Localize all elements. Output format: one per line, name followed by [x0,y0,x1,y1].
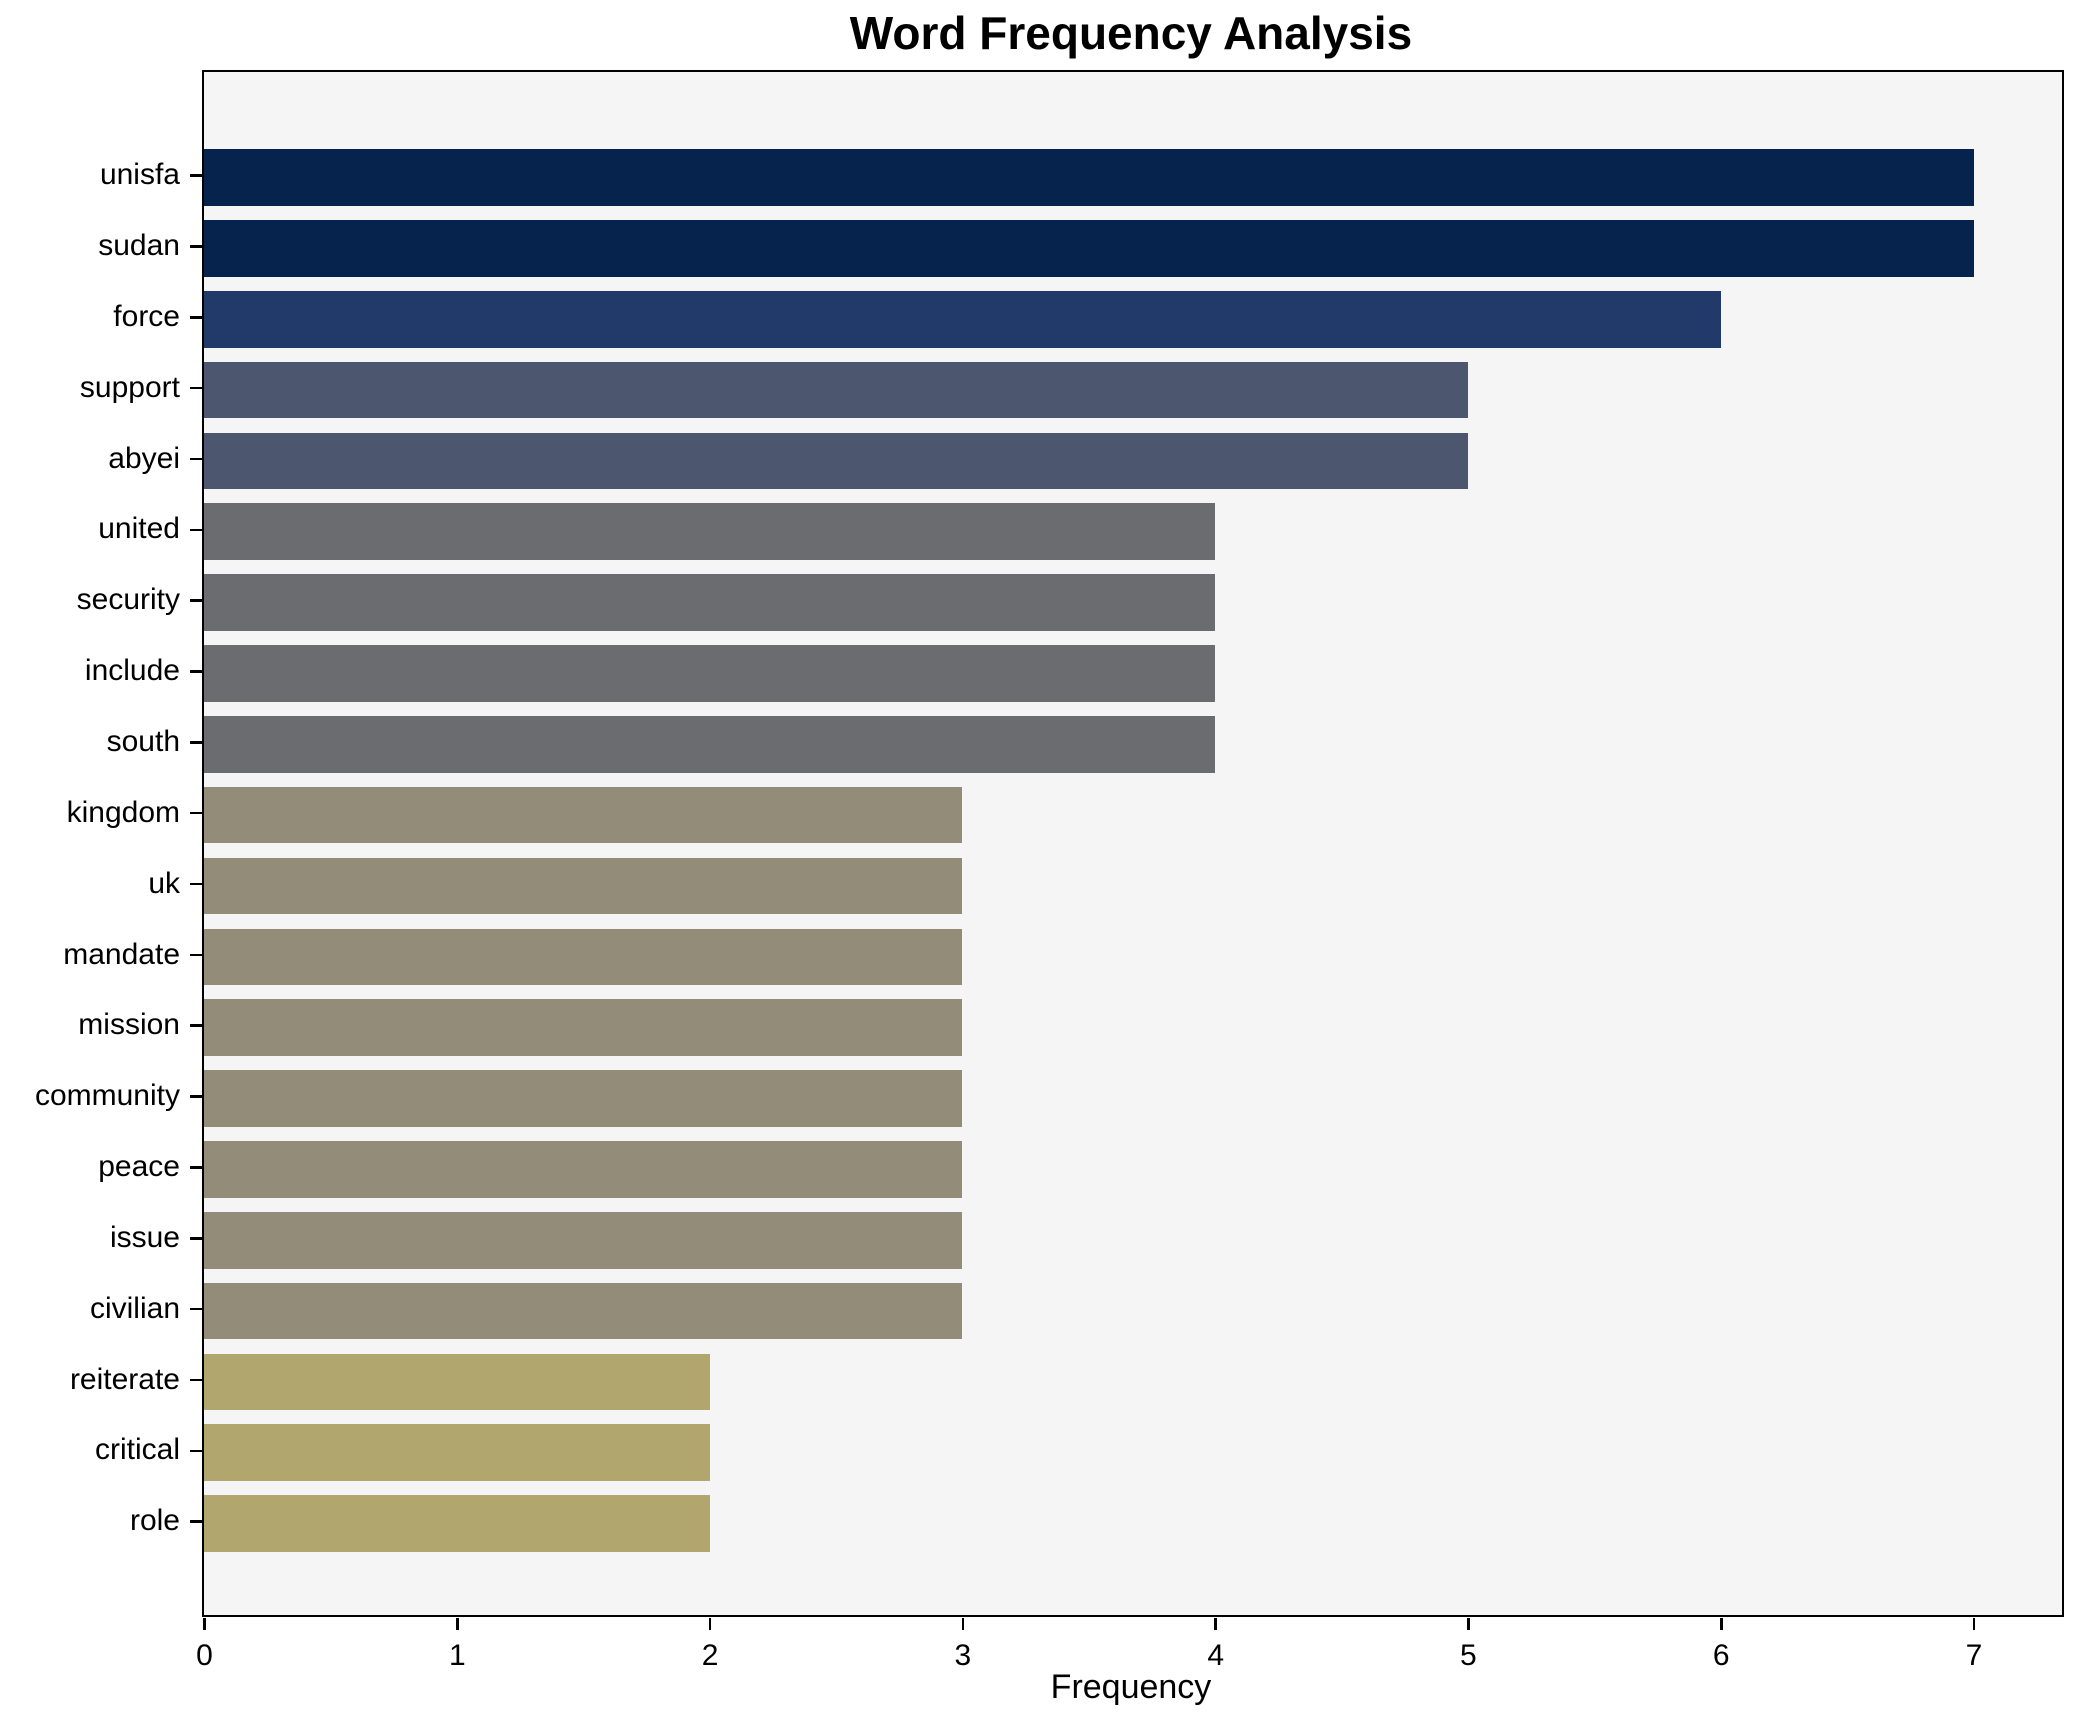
ytick-label-abyei: abyei [108,441,180,475]
bar-civilian [204,1282,963,1340]
chart-title: Word Frequency Analysis [849,7,1413,59]
ytick-label-unisfa: unisfa [99,158,180,192]
xtick-mark-4 [1214,1618,1217,1630]
xtick-label-5: 5 [1460,1639,1477,1672]
ytick-mark-south [190,741,202,744]
xtick-label-2: 2 [701,1639,719,1672]
ytick-label-role: role [129,1504,180,1538]
ytick-label-peace: peace [98,1150,180,1183]
ytick-label-force: force [113,299,180,333]
xtick-label-3: 3 [954,1639,972,1672]
ytick-mark-support [190,386,202,390]
ytick-mark-civilian [190,1307,202,1311]
ytick-mark-force [190,316,202,319]
ytick-mark-sudan [190,245,202,248]
ytick-label-south: south [106,725,180,758]
ytick-label-include: include [84,654,180,688]
ytick-label-sudan: sudan [98,229,180,263]
bar-sudan [204,220,1974,277]
bar-mission [204,999,963,1057]
bar-include [204,645,1216,702]
bar-support [204,361,1468,419]
ytick-mark-united [190,528,202,531]
xtick-label-7: 7 [1965,1639,1983,1672]
bar-role [204,1495,710,1552]
ytick-label-civilian: civilian [89,1291,180,1325]
bar-uk [204,857,963,915]
bar-abyei [204,432,1468,490]
ytick-label-kingdom: kingdom [66,795,180,829]
ytick-mark-include [190,670,202,673]
ytick-mark-mission [190,1024,202,1027]
bar-united [204,503,1216,561]
ytick-mark-security [190,599,202,602]
bar-mandate [204,928,963,986]
bar-critical [204,1424,710,1482]
ytick-label-uk: uk [148,866,180,900]
bar-peace [204,1141,963,1198]
xtick-mark-5 [1467,1618,1470,1630]
ytick-mark-role [190,1520,202,1523]
ytick-mark-reiterate [190,1378,202,1382]
xtick-mark-1 [456,1618,459,1630]
bar-community [204,1070,963,1127]
xtick-mark-0 [203,1618,206,1630]
ytick-mark-issue [190,1237,202,1240]
xtick-label-1: 1 [448,1639,466,1672]
xtick-mark-6 [1720,1618,1723,1630]
ytick-label-issue: issue [109,1220,180,1254]
ytick-mark-community [190,1095,202,1098]
bar-force [204,290,1721,348]
bar-issue [204,1211,963,1269]
bar-south [204,716,1216,773]
xtick-mark-3 [961,1618,965,1630]
bar-reiterate [204,1353,710,1411]
ytick-mark-unisfa [190,174,202,177]
ytick-label-mission: mission [78,1008,180,1042]
ytick-label-community: community [34,1079,180,1113]
ytick-mark-mandate [190,953,202,957]
ytick-label-united: united [98,512,180,546]
plot-area [202,70,2064,1617]
bar-security [204,574,1216,631]
bar-kingdom [204,786,963,844]
ytick-label-support: support [79,370,180,404]
x-axis-label: Frequency [1050,1668,1212,1706]
xtick-mark-7 [1972,1618,1976,1630]
ytick-mark-peace [190,1166,202,1169]
ytick-label-reiterate: reiterate [69,1362,180,1396]
xtick-label-0: 0 [196,1639,213,1672]
ytick-label-security: security [76,583,180,617]
bar-unisfa [204,149,1974,206]
ytick-mark-abyei [190,457,202,461]
xtick-label-4: 4 [1207,1639,1225,1672]
ytick-label-mandate: mandate [63,937,180,971]
ytick-mark-kingdom [190,811,202,815]
xtick-label-6: 6 [1712,1639,1730,1672]
ytick-label-critical: critical [94,1433,180,1467]
ytick-mark-critical [190,1449,202,1452]
xtick-mark-2 [708,1618,712,1630]
ytick-mark-uk [190,882,202,886]
